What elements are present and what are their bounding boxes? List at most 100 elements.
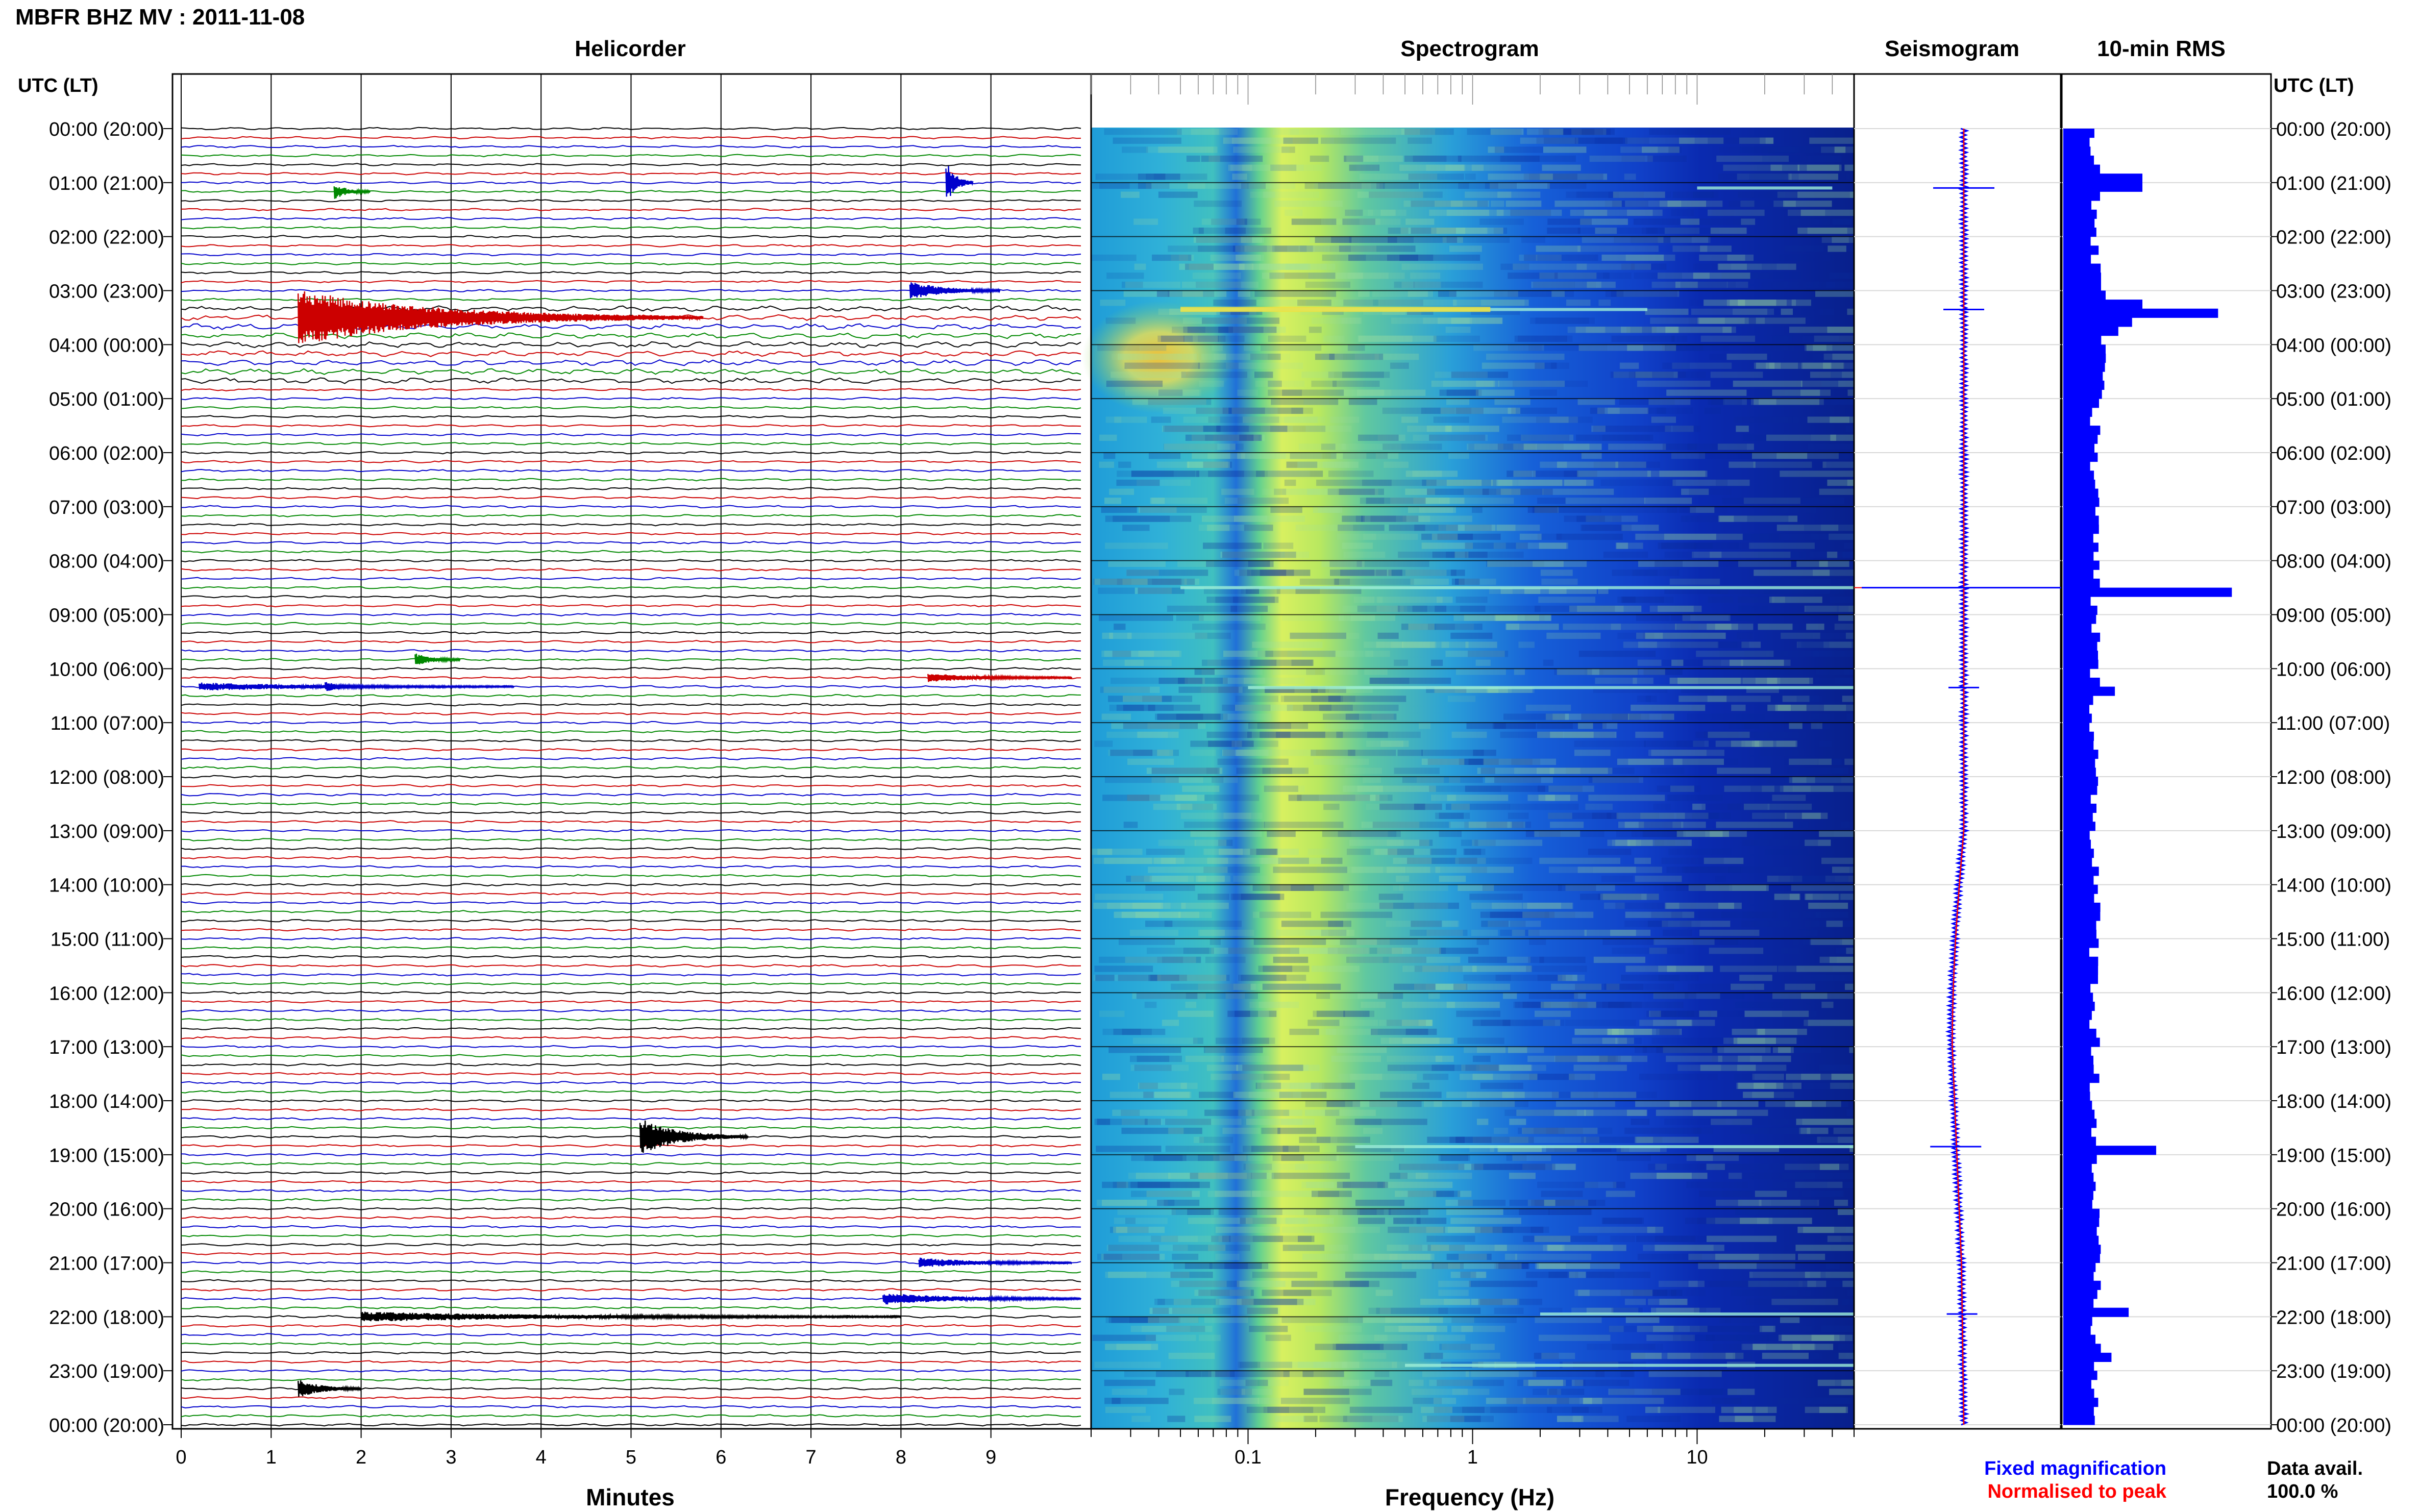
spectrogram-texture <box>1801 641 1830 648</box>
spectrogram-texture <box>1255 1082 1281 1089</box>
spectrogram-texture <box>1751 740 1763 747</box>
helicorder-trace <box>181 523 1081 527</box>
spectrogram-texture <box>1338 830 1397 837</box>
spectrogram-texture <box>1625 1317 1660 1323</box>
spectrogram-texture <box>1338 525 1385 531</box>
rms-bar <box>2063 1416 2095 1425</box>
spectrogram-texture <box>1692 704 1705 711</box>
spectrogram-texture <box>1630 236 1671 243</box>
spectrogram-texture <box>1771 1299 1838 1305</box>
spectrogram-texture <box>1653 938 1715 945</box>
spectrogram-texture <box>1137 479 1191 486</box>
spectrogram-texture <box>1679 696 1727 702</box>
spectrogram-texture <box>1389 956 1461 963</box>
spectrogram-texture <box>1789 777 1870 783</box>
spectrogram-texture <box>1611 335 1675 342</box>
spectrogram-texture <box>1268 335 1306 342</box>
spectrogram-texture <box>1791 884 1870 891</box>
spectrogram-texture <box>1411 1389 1468 1395</box>
spectrogram-texture <box>1222 704 1271 711</box>
spectrogram-texture <box>1575 1272 1615 1278</box>
spectrogram-texture <box>1780 965 1804 972</box>
spectrogram-texture <box>1405 218 1435 225</box>
spectrogram-texture <box>1121 1119 1163 1125</box>
spectrogram-texture <box>1810 956 1837 963</box>
spectrogram-texture <box>1506 624 1559 630</box>
spectral-line <box>1180 586 1854 589</box>
spectrogram-texture <box>1500 929 1540 936</box>
spectrogram-texture <box>1672 245 1708 252</box>
spectrogram-texture <box>1665 344 1730 351</box>
helicorder-trace <box>181 874 1081 878</box>
spectrogram-texture <box>1513 470 1536 477</box>
spectrogram-texture <box>1188 1218 1253 1224</box>
spectrogram-texture <box>1491 479 1563 486</box>
spectrogram-texture <box>1388 1226 1445 1233</box>
spectrogram-texture <box>1102 1074 1120 1080</box>
helicorder-trace <box>181 468 1081 473</box>
spectrogram-texture <box>1233 1092 1301 1098</box>
spectrogram-texture <box>1594 137 1649 144</box>
spectrogram-texture <box>1104 651 1154 657</box>
spectrogram-texture <box>1811 1334 1840 1341</box>
spectrogram-texture <box>1752 1272 1826 1278</box>
spectrogram-texture <box>1321 443 1336 450</box>
spectrogram-texture <box>1806 605 1839 612</box>
spectrogram-texture <box>1145 921 1173 927</box>
spectrogram-texture <box>1738 605 1768 612</box>
spectrogram-texture <box>1717 641 1749 648</box>
spectrogram-texture <box>1241 236 1262 243</box>
helicorder-trace <box>181 1153 1081 1157</box>
helicorder-trace <box>181 1342 1081 1346</box>
helicorder-trace <box>181 1252 1081 1256</box>
spectrogram-texture <box>1422 1371 1469 1377</box>
spectrogram-texture <box>1237 453 1286 459</box>
spectrogram-texture <box>1130 1064 1189 1071</box>
spectrogram-texture <box>1154 173 1180 180</box>
spectrogram-texture <box>1249 1002 1290 1008</box>
spectrogram-texture <box>1095 975 1115 981</box>
spectrogram-texture <box>1731 740 1797 747</box>
spectrogram-texture <box>1728 866 1792 873</box>
spectrogram-texture <box>1455 668 1506 675</box>
spectrogram-texture <box>1729 614 1756 621</box>
spectrogram-texture <box>1527 902 1572 909</box>
spectrogram-texture <box>1223 713 1272 720</box>
spectrogram-texture <box>1257 1361 1331 1368</box>
spectrogram-texture <box>1471 902 1522 909</box>
spectrogram-texture <box>1393 1218 1414 1224</box>
spectrogram-texture <box>1414 525 1425 531</box>
spectrogram-texture <box>1803 1226 1834 1233</box>
spectrogram-texture <box>1471 1299 1517 1305</box>
time-label-right: 12:00 (08:00) <box>2276 767 2391 788</box>
spectrogram-texture <box>1451 1326 1473 1332</box>
spectrogram-texture <box>1139 506 1177 513</box>
spectrogram-texture <box>1263 191 1275 198</box>
spectrogram-texture <box>1494 1262 1528 1269</box>
spectrogram-texture <box>1127 758 1174 765</box>
helicorder-trace <box>181 540 1081 544</box>
spectrogram-texture <box>1651 911 1683 918</box>
spectrogram-texture <box>1092 182 1130 189</box>
spectrogram-texture <box>1542 164 1581 171</box>
spectrogram-texture <box>1738 1055 1791 1062</box>
spectrogram-texture <box>1158 191 1198 198</box>
spectrogram-texture <box>1598 1055 1616 1062</box>
spectrogram-texture <box>1565 1020 1636 1026</box>
spectrogram-texture <box>1514 668 1525 675</box>
time-label-right: 08:00 (04:00) <box>2276 551 2391 573</box>
spectrogram-texture <box>1270 506 1302 513</box>
spectrogram-texture <box>1156 1371 1212 1377</box>
spectrogram-texture <box>1446 236 1510 243</box>
spectrogram-texture <box>1164 921 1242 927</box>
spectrogram-texture <box>1193 228 1204 234</box>
spectrogram-texture <box>1741 1173 1823 1179</box>
spectrogram-texture <box>1361 597 1383 603</box>
spectrogram-texture <box>1566 300 1591 306</box>
spectrogram-texture <box>1666 1055 1722 1062</box>
spectrogram-texture <box>1543 129 1615 135</box>
spectrogram-texture <box>1377 948 1441 954</box>
spectrogram-texture <box>1637 1253 1702 1260</box>
spectrogram-texture <box>1342 605 1408 612</box>
spectrogram-texture <box>1154 1299 1165 1305</box>
